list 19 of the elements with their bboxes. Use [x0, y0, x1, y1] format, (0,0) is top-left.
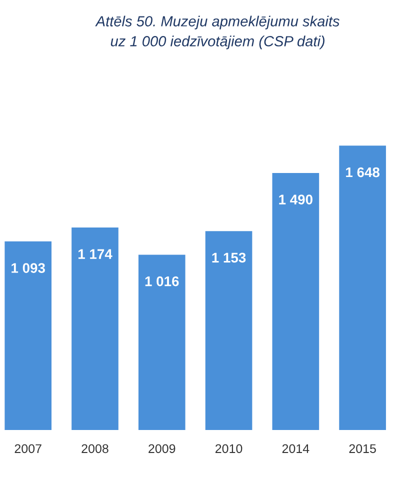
bar [339, 146, 386, 430]
chart-title: Attēls 50. Muzeju apmeklējumu skaits uz 1 000 iedzīvotājiem (CSP dati) [95, 16, 340, 50]
bar [272, 172, 320, 430]
data-label: 1 093 [12, 263, 45, 273]
bar [4, 241, 52, 430]
data-label: 1 648 [346, 167, 380, 178]
data-label: 1 490 [279, 194, 312, 204]
x-tick-label: 2014 [282, 444, 310, 454]
x-tick-label: 2007 [14, 444, 42, 454]
x-tick-label: 2015 [349, 444, 376, 454]
x-tick-label: 2010 [215, 444, 242, 454]
x-tick-label: 2009 [148, 444, 176, 454]
data-label: 1 016 [145, 276, 179, 286]
x-tick-label: 2008 [82, 444, 108, 454]
data-label: 1 174 [78, 249, 112, 259]
bar [205, 231, 252, 430]
bar [138, 254, 186, 430]
bar [72, 227, 118, 430]
data-label: 1 153 [212, 252, 246, 263]
